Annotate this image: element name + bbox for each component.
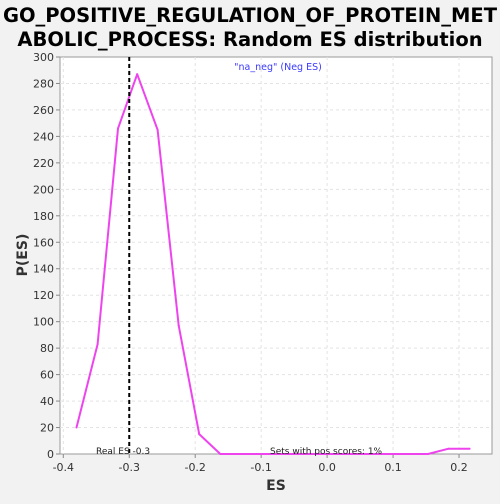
data-point — [96, 343, 99, 346]
y-tick-label: 0 — [47, 448, 54, 461]
y-tick-label: 260 — [33, 104, 54, 117]
data-point — [260, 453, 263, 455]
y-axis-label: P(ES) — [15, 234, 31, 277]
y-tick-label: 100 — [33, 316, 54, 329]
y-tick-label: 200 — [33, 183, 54, 196]
y-tick-label: 80 — [40, 342, 54, 355]
y-tick-label: 120 — [33, 289, 54, 302]
data-point — [343, 453, 346, 455]
x-tick-label: 0.2 — [450, 461, 468, 474]
chart-title-line-2: ABOLIC_PROCESS: Random ES distribution — [17, 28, 482, 51]
data-point — [385, 453, 388, 455]
x-tick-label: -0.4 — [53, 461, 74, 474]
x-tick-label: -0.2 — [184, 461, 205, 474]
y-tick-label: 220 — [33, 157, 54, 170]
plot-area — [59, 56, 493, 455]
y-tick-label: 240 — [33, 130, 54, 143]
y-tick-label: 180 — [33, 210, 54, 223]
chart-title-line-1: GO_POSITIVE_REGULATION_OF_PROTEIN_MET — [3, 4, 498, 27]
real-es-label: Real ES -0.3 — [96, 447, 150, 457]
data-point — [156, 128, 159, 131]
x-axis-label: ES — [266, 478, 286, 494]
data-point — [136, 73, 139, 76]
data-point — [177, 324, 180, 327]
data-point — [447, 447, 450, 450]
x-tick-label: 0.0 — [318, 461, 336, 474]
series-layer — [75, 73, 471, 455]
data-point — [198, 433, 201, 436]
legend-label: "na_neg" (Neg ES) — [234, 62, 322, 73]
data-point — [364, 453, 367, 455]
axis-ticks: 0 20 40 60 80 100 120 140 160 180 200 220 240 260 280 3… — [33, 51, 468, 474]
series-line — [75, 73, 470, 455]
y-tick-label: 300 — [33, 51, 54, 64]
data-point — [468, 447, 471, 450]
data-point — [405, 453, 408, 455]
data-point — [427, 453, 430, 455]
x-tick-label: -0.1 — [250, 461, 271, 474]
grid — [60, 57, 492, 454]
data-point — [322, 453, 325, 455]
y-tick-label: 280 — [33, 77, 54, 90]
data-point — [75, 426, 78, 429]
y-tick-label: 40 — [40, 395, 54, 408]
pos-scores-annotation: Sets with pos scores: 1% — [270, 447, 383, 457]
y-tick-label: 60 — [40, 369, 54, 382]
data-point — [239, 453, 242, 455]
x-tick-label: -0.3 — [119, 461, 140, 474]
y-tick-label: 140 — [33, 263, 54, 276]
y-tick-label: 20 — [40, 422, 54, 435]
data-point — [302, 453, 305, 455]
data-point — [219, 453, 222, 455]
y-tick-label: 160 — [33, 236, 54, 249]
data-point — [117, 127, 120, 130]
x-tick-label: 0.1 — [384, 461, 402, 474]
data-point — [281, 453, 284, 455]
